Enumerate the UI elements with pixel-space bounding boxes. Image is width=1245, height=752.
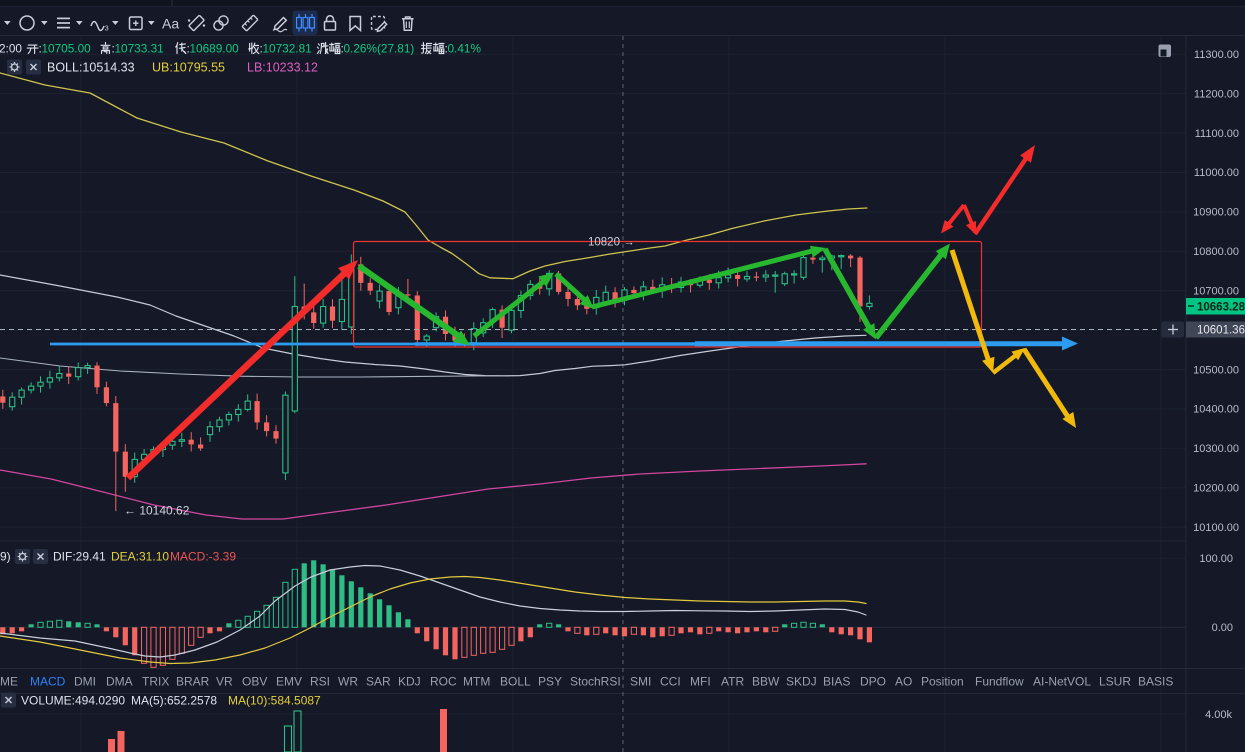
svg-text:3: 3: [105, 24, 109, 33]
svg-text:10500.00: 10500.00: [1193, 364, 1239, 376]
svg-text:10732.81: 10732.81: [263, 42, 312, 56]
svg-text:MACD:-3.39: MACD:-3.39: [170, 550, 236, 564]
svg-text:MA(10):584.5087: MA(10):584.5087: [228, 694, 321, 708]
svg-text:ROC: ROC: [430, 675, 457, 689]
svg-text:DEA:31.10: DEA:31.10: [111, 550, 169, 564]
svg-text:LSUR: LSUR: [1099, 675, 1131, 689]
svg-text:VOLUME:494.0290: VOLUME:494.0290: [21, 694, 125, 708]
svg-text:BBW: BBW: [752, 675, 780, 689]
svg-text:10689.00: 10689.00: [190, 42, 240, 56]
svg-text:10733.31: 10733.31: [115, 42, 164, 56]
svg-text::: :: [112, 42, 115, 56]
svg-text:EMV: EMV: [276, 675, 302, 689]
svg-text:KDJ: KDJ: [398, 675, 421, 689]
svg-text:BRAR: BRAR: [176, 675, 210, 689]
svg-text:ATR: ATR: [721, 675, 744, 689]
svg-text:MACD: MACD: [30, 675, 66, 689]
svg-text:10100.00: 10100.00: [1193, 522, 1239, 534]
svg-text:VR: VR: [216, 675, 233, 689]
svg-text:10200.00: 10200.00: [1193, 483, 1239, 495]
svg-text:CCI: CCI: [660, 675, 681, 689]
svg-text:DIF:29.41: DIF:29.41: [53, 550, 106, 564]
svg-text:10700.00: 10700.00: [1193, 285, 1239, 297]
svg-text:AO: AO: [895, 675, 912, 689]
svg-text:RSI: RSI: [310, 675, 330, 689]
svg-text:LB:10233.12: LB:10233.12: [247, 61, 318, 75]
svg-text:10300.00: 10300.00: [1193, 443, 1239, 455]
svg-text:← 10140.62: ← 10140.62: [124, 504, 190, 518]
svg-text:11100.00: 11100.00: [1195, 128, 1239, 140]
svg-text:10400.00: 10400.00: [1193, 404, 1239, 416]
svg-text:UB:10795.55: UB:10795.55: [152, 61, 225, 75]
svg-text:TRIX: TRIX: [142, 675, 169, 689]
svg-text:Aa: Aa: [162, 16, 179, 32]
svg-text:Fundflow: Fundflow: [975, 675, 1024, 689]
svg-text:SMI: SMI: [630, 675, 651, 689]
svg-text:10601.36: 10601.36: [1197, 325, 1245, 337]
svg-text:4.00k: 4.00k: [1205, 709, 1232, 721]
svg-text:11200.00: 11200.00: [1194, 88, 1239, 100]
svg-text:BOLL: BOLL: [500, 675, 531, 689]
svg-text::: :: [187, 42, 190, 56]
svg-text:MFI: MFI: [690, 675, 711, 689]
svg-text:DMA: DMA: [106, 675, 133, 689]
svg-text:SKDJ: SKDJ: [786, 675, 817, 689]
svg-text:BOLL:10514.33: BOLL:10514.33: [47, 61, 135, 75]
svg-text:0.00: 0.00: [1212, 622, 1233, 634]
svg-text:11000.00: 11000.00: [1194, 167, 1239, 179]
svg-text:0.41%: 0.41%: [448, 42, 482, 56]
svg-text::: :: [341, 42, 344, 56]
svg-text:10663.28: 10663.28: [1197, 302, 1245, 314]
svg-text:10800.00: 10800.00: [1193, 246, 1239, 258]
svg-text:2:00: 2:00: [0, 42, 22, 56]
svg-text:0.26%(27.81): 0.26%(27.81): [344, 42, 415, 56]
svg-text:9): 9): [0, 550, 11, 564]
svg-text:AI-NetVOL: AI-NetVOL: [1033, 675, 1091, 689]
svg-text:BASIS: BASIS: [1138, 675, 1173, 689]
svg-text:PSY: PSY: [538, 675, 562, 689]
svg-text:10705.00: 10705.00: [42, 42, 92, 56]
svg-text:StochRSI: StochRSI: [570, 675, 621, 689]
svg-text:DPO: DPO: [860, 675, 886, 689]
svg-text::: :: [260, 42, 263, 56]
svg-text:10900.00: 10900.00: [1193, 207, 1239, 219]
svg-text:WR: WR: [338, 675, 358, 689]
svg-text:ME: ME: [0, 675, 18, 689]
svg-text:DMI: DMI: [74, 675, 96, 689]
svg-text:OBV: OBV: [242, 675, 267, 689]
svg-text:11300.00: 11300.00: [1194, 49, 1239, 61]
svg-text:Position: Position: [921, 675, 964, 689]
svg-text::: :: [445, 42, 448, 56]
svg-text:SAR: SAR: [366, 675, 391, 689]
svg-text:10820 →: 10820 →: [588, 237, 635, 249]
svg-text:100.00: 100.00: [1199, 553, 1233, 565]
svg-text::: :: [39, 42, 42, 56]
svg-text:BIAS: BIAS: [823, 675, 850, 689]
svg-text:MA(5):652.2578: MA(5):652.2578: [131, 694, 217, 708]
svg-text:MTM: MTM: [463, 675, 490, 689]
